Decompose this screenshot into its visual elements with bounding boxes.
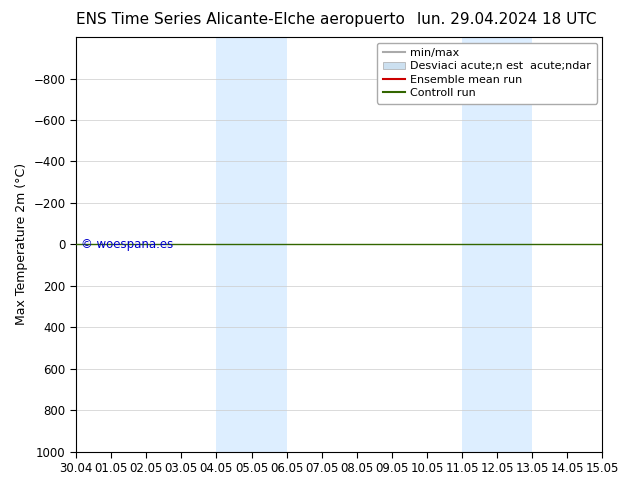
Y-axis label: Max Temperature 2m (°C): Max Temperature 2m (°C)	[15, 163, 28, 325]
Bar	[216, 37, 287, 452]
Text: © woespana.es: © woespana.es	[81, 238, 174, 251]
Text: lun. 29.04.2024 18 UTC: lun. 29.04.2024 18 UTC	[417, 12, 597, 27]
Text: ENS Time Series Alicante-Elche aeropuerto: ENS Time Series Alicante-Elche aeropuert…	[77, 12, 405, 27]
Legend: min/max, Desviaci acute;n est  acute;ndar, Ensemble mean run, Controll run: min/max, Desviaci acute;n est acute;ndar…	[377, 43, 597, 104]
Bar	[462, 37, 532, 452]
